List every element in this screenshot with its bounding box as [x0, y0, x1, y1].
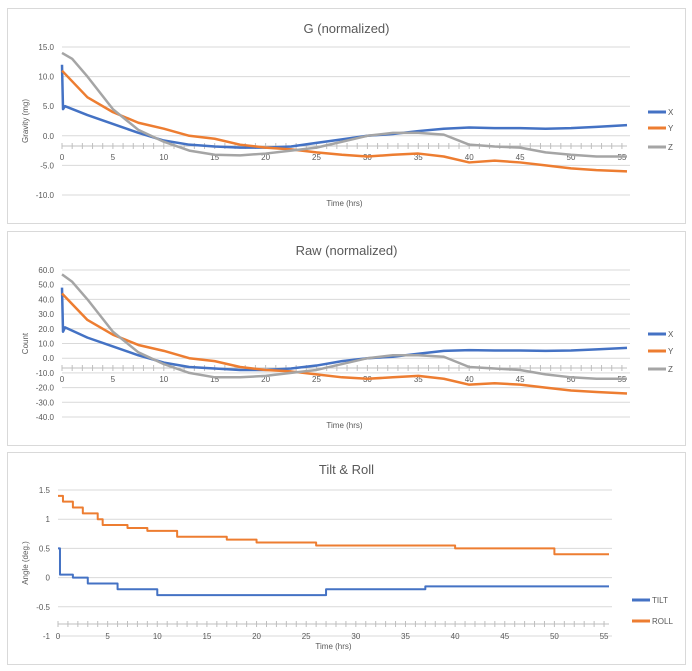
x-tick-label: 20 [261, 153, 270, 162]
x-tick-label: 45 [516, 375, 525, 384]
series-line-z [61, 273, 627, 381]
legend-label: TILT [652, 596, 668, 605]
x-tick-label: 20 [261, 375, 270, 384]
x-tick-label: 25 [312, 375, 321, 384]
x-axis-title: Time (hrs) [326, 199, 362, 208]
legend-label: Y [668, 124, 674, 133]
x-tick-label: 25 [302, 632, 311, 641]
x-axis-title: Time (hrs) [315, 642, 351, 651]
x-tick-label: 5 [111, 375, 116, 384]
legend-label: X [668, 330, 674, 339]
y-tick-label: 40.0 [38, 295, 54, 304]
y-axis-title: Count [21, 332, 30, 354]
x-tick-label: 40 [451, 632, 460, 641]
x-tick-label: 50 [567, 375, 576, 384]
legend-label: ROLL [652, 617, 673, 626]
x-tick-label: 10 [153, 632, 162, 641]
y-tick-label: 5.0 [43, 102, 55, 111]
y-tick-label: 0.0 [43, 132, 55, 141]
x-tick-label: 35 [414, 153, 423, 162]
x-tick-label: 35 [414, 375, 423, 384]
x-axis-title: Time (hrs) [326, 421, 362, 430]
tilt-roll-chart-panel: Tilt & Roll [7, 452, 686, 665]
x-tick-label: 35 [401, 632, 410, 641]
legend-label: Z [668, 143, 673, 152]
y-tick-label: -10.0 [36, 191, 55, 200]
x-tick-label: 40 [465, 375, 474, 384]
y-tick-label: -1 [43, 632, 51, 641]
y-tick-label: 0 [46, 574, 51, 583]
y-tick-label: -5.0 [40, 161, 54, 170]
x-tick-label: 50 [550, 632, 559, 641]
x-tick-label: 15 [202, 632, 211, 641]
y-tick-label: -30.0 [36, 398, 55, 407]
chart-title: Raw (normalized) [295, 243, 398, 258]
y-axis-title: Angle (deg.) [21, 541, 30, 585]
legend-label: Z [668, 365, 673, 374]
y-tick-label: 60.0 [38, 266, 54, 275]
y-tick-label: 0.5 [39, 544, 51, 553]
x-tick-label: 10 [159, 153, 168, 162]
series-line-roll [58, 494, 609, 556]
x-tick-label: 10 [159, 375, 168, 384]
y-tick-label: -0.5 [36, 603, 50, 612]
x-tick-label: 45 [500, 632, 509, 641]
series-line-y [61, 69, 628, 173]
y-tick-label: -10.0 [36, 369, 55, 378]
y-tick-label: 10.0 [38, 340, 54, 349]
x-tick-label: 50 [567, 153, 576, 162]
x-tick-label: 25 [312, 153, 321, 162]
y-tick-label: 30.0 [38, 310, 54, 319]
y-tick-label: 50.0 [38, 281, 54, 290]
series-line-z [61, 51, 627, 158]
chart-title: Tilt & Roll [318, 462, 375, 477]
y-tick-label: -20.0 [36, 384, 55, 393]
chart-title: G (normalized) [303, 21, 390, 36]
y-tick-label: 15.0 [38, 43, 54, 52]
legend-label: Y [668, 347, 674, 356]
y-tick-label: 10.0 [38, 73, 54, 82]
x-tick-label: 0 [60, 153, 65, 162]
x-tick-label: 0 [60, 375, 65, 384]
series-line-tilt [58, 547, 609, 597]
x-tick-label: 5 [105, 632, 110, 641]
x-tick-label: 5 [111, 153, 116, 162]
series-line-x [60, 64, 628, 149]
y-tick-label: 20.0 [38, 325, 54, 334]
x-tick-label: 55 [600, 632, 609, 641]
y-axis-title: Gravity (mg) [21, 99, 30, 143]
x-tick-label: 45 [516, 153, 525, 162]
x-tick-label: 40 [465, 153, 474, 162]
series-line-x [60, 287, 628, 372]
x-tick-label: 20 [252, 632, 261, 641]
legend-label: X [668, 108, 674, 117]
x-tick-label: 15 [210, 375, 219, 384]
y-tick-label: 0.0 [43, 354, 55, 363]
x-tick-label: 30 [351, 632, 360, 641]
y-tick-label: -40.0 [36, 413, 55, 422]
x-tick-label: 15 [210, 153, 219, 162]
series-line-y [61, 292, 628, 395]
y-tick-label: 1 [46, 515, 51, 524]
y-tick-label: 1.5 [39, 486, 51, 495]
x-tick-label: 0 [56, 632, 61, 641]
